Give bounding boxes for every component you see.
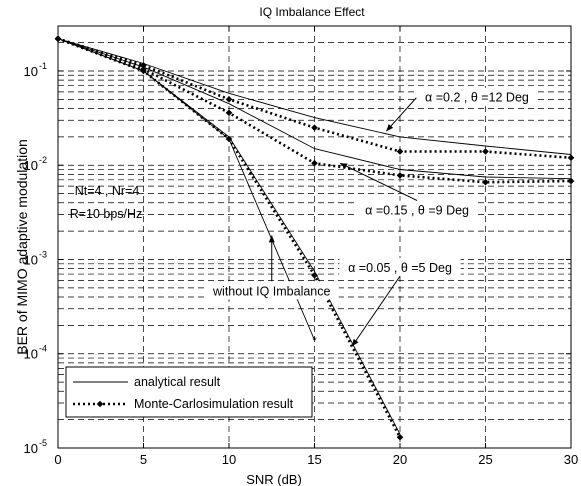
y-tick-label: 10 -2 [24,155,47,173]
annotation-background [416,87,538,106]
annotation-background [356,200,478,219]
x-tick-label: 10 [222,452,236,467]
y-tick-exponent: -5 [39,438,47,448]
x-tick-label: 20 [393,452,407,467]
annotation: α =0.15 , θ =9 Deg [339,162,478,219]
annotation: α =0.2 , θ =12 Deg [385,87,538,132]
y-tick-base: 10 [24,441,38,456]
x-tick-label: 5 [140,452,147,467]
legend-label: analytical result [134,375,221,389]
legend-label: Monte-Carlosimulation result [134,397,294,411]
x-tick-label: 15 [307,452,321,467]
parameter-note-line: Nt=4 , Nr=4 [75,184,140,198]
x-tick-label: 30 [564,452,578,467]
legend-entry: analytical result [73,375,221,389]
y-axis-ticks: 10-510-410-310-210-1 [24,61,571,456]
data-point [396,433,404,441]
x-tick-label: 0 [54,452,61,467]
data-point [311,124,318,132]
annotation: without IQ Imbalance [204,235,339,300]
x-tick-label: 25 [478,452,492,467]
y-tick-exponent: -3 [39,249,47,259]
data-point [482,178,489,186]
annotation-arrow [351,275,401,347]
y-tick-base: 10 [24,158,38,173]
x-axis-ticks: 0 5 10 15 20 25 30 [54,26,578,467]
y-tick-label: 10 -4 [24,344,47,362]
x-axis-label: SNR (dB) [246,472,302,486]
y-tick-base: 10 [24,252,38,267]
y-tick-base: 10 [24,64,38,79]
annotation-arrow [339,162,418,202]
data-point: * [312,335,317,347]
legend-box [65,366,313,418]
y-tick-exponent: -1 [39,61,47,71]
y-tick-label: 10 -1 [24,61,47,79]
legend-entry: Monte-Carlosimulation result [73,397,294,411]
data-point [396,172,404,179]
legend: analytical result Monte-Carlosimulation r… [65,366,313,418]
annotation: α =0.05 , θ =5 Deg [339,258,461,347]
y-axis-label: BER of MIMO adaptive modulation [14,139,30,355]
data-point [482,148,489,155]
annotation-label: without IQ Imbalance [212,284,330,298]
parameter-note-line: R=10 bps/Hz [70,207,143,221]
y-tick-label: 10 -3 [24,249,47,267]
annotation-background [339,258,461,277]
y-tick-exponent: -2 [39,155,47,165]
annotation-arrow [385,97,417,132]
annotation-background [204,281,339,300]
y-tick-base: 10 [24,347,38,362]
data-point [396,148,404,155]
annotations: α =0.2 , θ =12 Deg α =0.15 , θ =9 Deg α =0… [204,87,538,347]
y-tick-exponent: -4 [39,344,47,354]
chart-title: IQ Imbalance Effect [259,5,365,19]
annotation-label: α =0.05 , θ =5 Deg [348,261,452,275]
data-point [311,271,318,279]
annotation-label: α =0.15 , θ =9 Deg [365,204,469,218]
grid [58,26,571,448]
data-point [311,159,318,167]
data-point [225,109,233,117]
curves: * [54,35,575,441]
y-tick-label: 10 -5 [24,438,47,456]
data-point [225,96,233,103]
data-point [96,400,104,408]
parameter-note: Nt=4 , Nr=4 R=10 bps/Hz [70,184,143,221]
annotation-label: α =0.2 , θ =12 Deg [425,91,529,105]
